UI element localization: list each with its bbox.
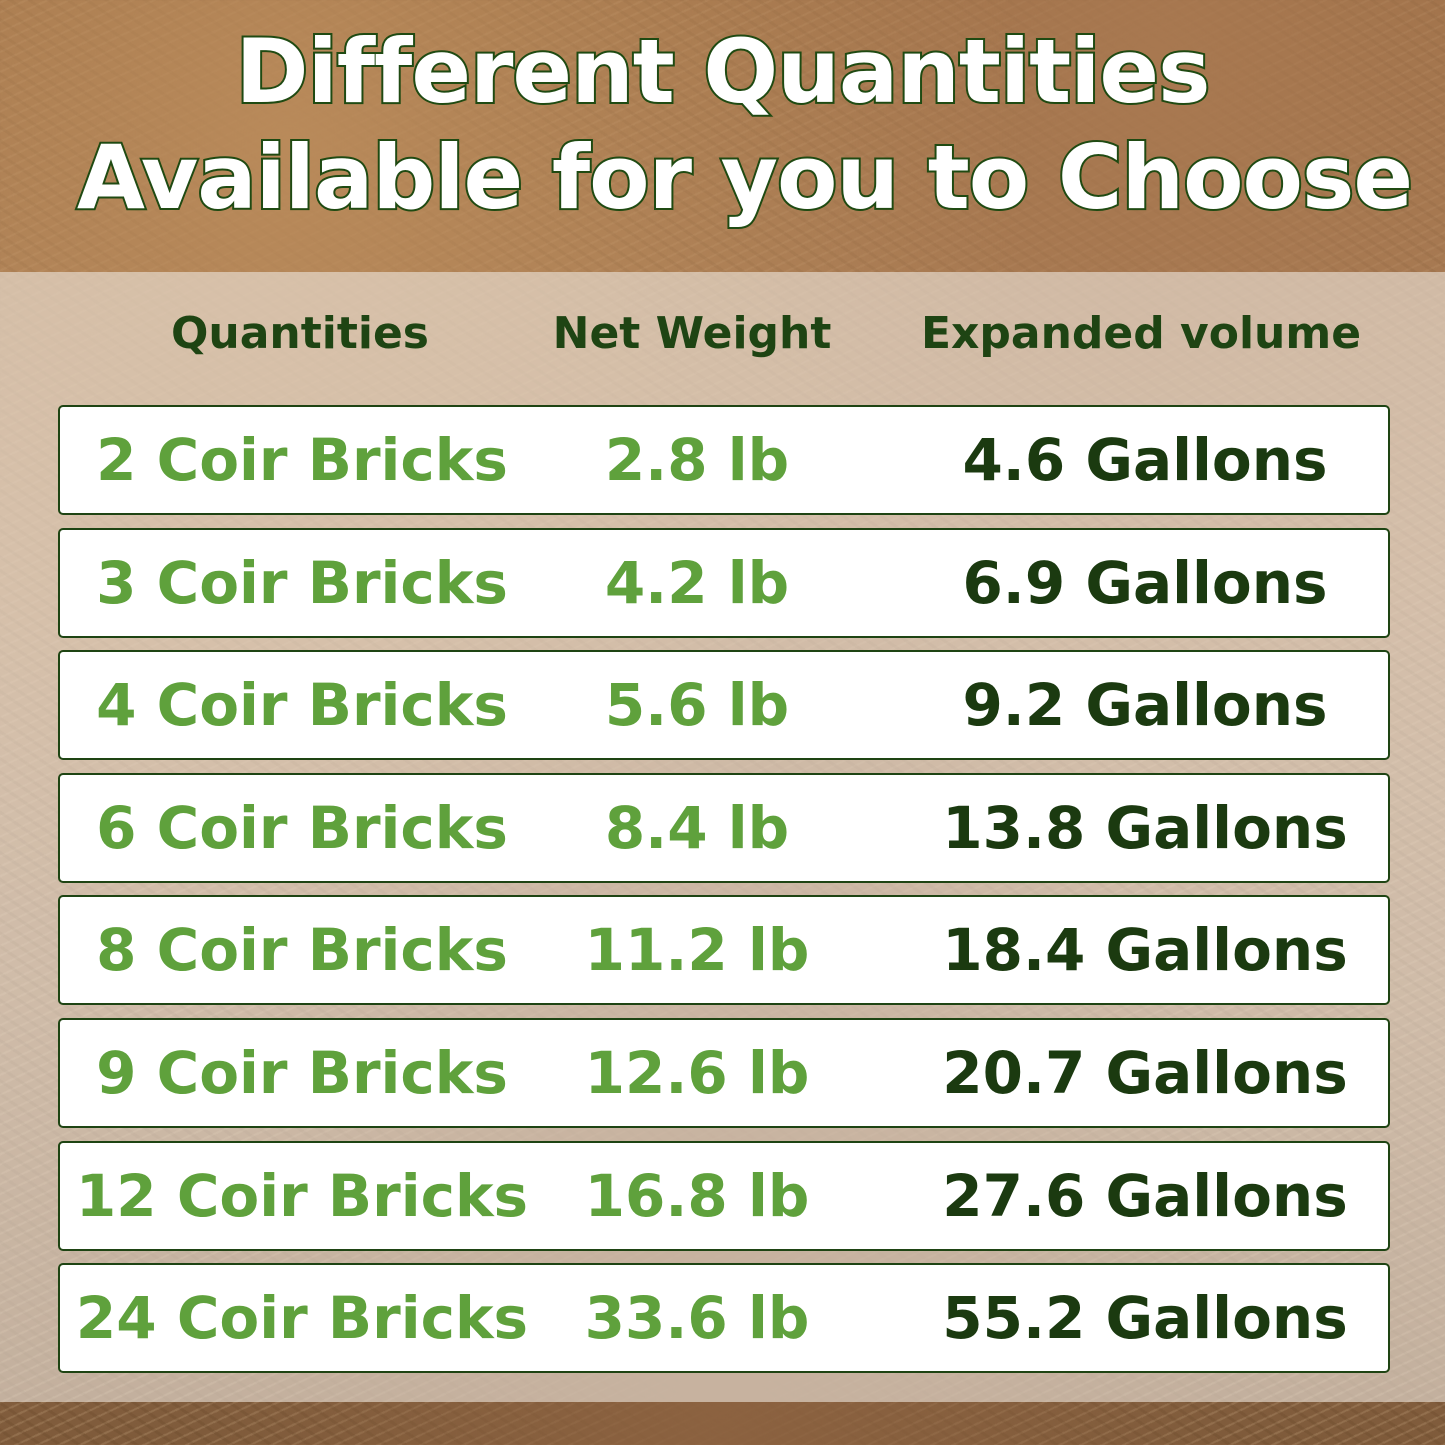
table-row: 3 Coir Bricks 4.2 lb 6.9 Gallons [58, 527, 1390, 638]
header-quantities: Quantities [170, 308, 430, 359]
cell-quantity: 3 Coir Bricks [96, 548, 508, 617]
cell-volume: 27.6 Gallons [942, 1161, 1348, 1230]
table-row: 12 Coir Bricks 16.8 lb 27.6 Gallons [58, 1140, 1390, 1251]
cell-quantity: 4 Coir Bricks [96, 671, 508, 740]
cell-quantity: 24 Coir Bricks [75, 1284, 529, 1353]
cell-quantity: 9 Coir Bricks [96, 1039, 508, 1107]
cell-net-weight: 8.4 lb [604, 793, 790, 862]
cell-net-weight: 2.8 lb [604, 426, 790, 494]
table-row: 24 Coir Bricks 33.6 lb 55.2 Gallons [58, 1263, 1390, 1374]
cell-volume: 20.7 Gallons [942, 1039, 1348, 1107]
cell-volume: 4.6 Gallons [962, 426, 1328, 494]
table-row: 2 Coir Bricks 2.8 lb 4.6 Gallons [58, 405, 1390, 515]
page-title-line2: Available for you to Choose [75, 126, 1415, 229]
cell-net-weight: 5.6 lb [604, 671, 790, 740]
table-row: 8 Coir Bricks 11.2 lb 18.4 Gallons [58, 895, 1390, 1006]
header-expanded-volume: Expanded volume [920, 308, 1362, 359]
cell-net-weight: 4.2 lb [604, 548, 790, 617]
cell-net-weight: 16.8 lb [584, 1161, 810, 1230]
page-title-line1: Different Quantities [234, 20, 1213, 123]
cell-volume: 9.2 Gallons [962, 671, 1328, 740]
cell-net-weight: 12.6 lb [584, 1039, 810, 1107]
cell-net-weight: 11.2 lb [584, 916, 810, 985]
cell-volume: 55.2 Gallons [942, 1284, 1348, 1353]
cell-quantity: 8 Coir Bricks [96, 916, 508, 985]
cell-net-weight: 33.6 lb [584, 1284, 810, 1353]
table-row: 4 Coir Bricks 5.6 lb 9.2 Gallons [58, 650, 1390, 761]
cell-volume: 6.9 Gallons [962, 548, 1328, 617]
cell-quantity: 12 Coir Bricks [75, 1161, 529, 1230]
cell-volume: 18.4 Gallons [942, 916, 1348, 985]
table-row: 6 Coir Bricks 8.4 lb 13.8 Gallons [58, 772, 1390, 883]
cell-volume: 13.8 Gallons [942, 793, 1348, 862]
cell-quantity: 6 Coir Bricks [96, 793, 508, 862]
header-net-weight: Net Weight [552, 308, 832, 359]
cell-quantity: 2 Coir Bricks [96, 426, 508, 494]
table-row: 9 Coir Bricks 12.6 lb 20.7 Gallons [58, 1018, 1390, 1128]
